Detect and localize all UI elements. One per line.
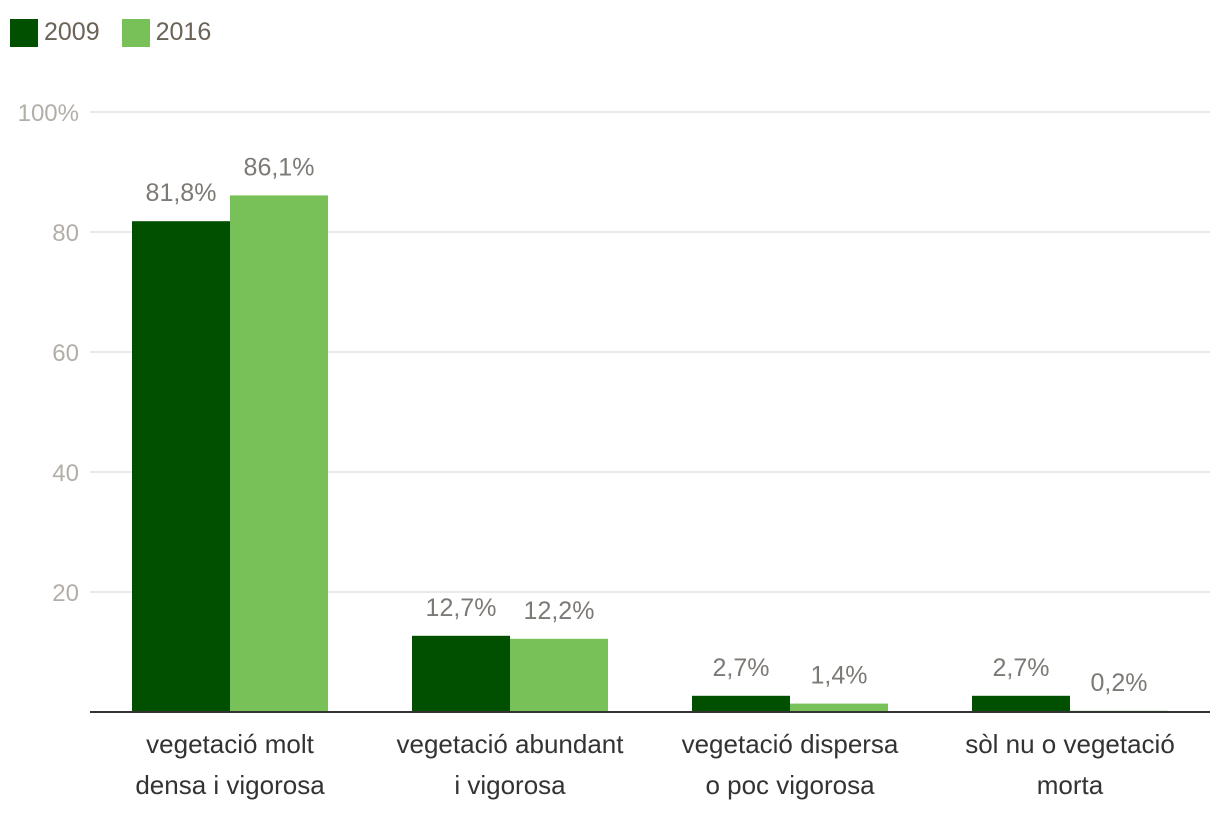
data-label: 12,2% — [524, 597, 595, 625]
y-tick-label: 20 — [52, 580, 79, 607]
x-category-label: densa i vigorosa — [135, 770, 325, 800]
x-category-label: vegetació dispersa — [682, 729, 899, 759]
data-label: 1,4% — [811, 662, 868, 690]
legend-label-2016: 2016 — [155, 18, 212, 46]
x-category-label: morta — [1037, 770, 1104, 800]
bar-2009 — [412, 635, 510, 712]
data-label: 86,1% — [244, 153, 315, 181]
data-label: 0,2% — [1091, 669, 1148, 697]
data-label: 81,8% — [146, 179, 217, 207]
x-category-label: vegetació molt — [146, 729, 314, 759]
x-category-label: sòl nu o vegetació — [965, 729, 1175, 759]
legend-swatch-2016 — [121, 18, 150, 47]
x-category-label: vegetació abundant — [397, 729, 625, 759]
legend-item-2009: 2009 — [10, 18, 100, 47]
data-label: 2,7% — [713, 654, 770, 682]
legend: 2009 2016 — [10, 18, 211, 47]
y-tick-label: 100% — [18, 100, 79, 127]
legend-swatch-2009 — [10, 18, 38, 47]
y-tick-label: 80 — [52, 220, 79, 247]
bar-2009 — [972, 695, 1070, 712]
legend-item-2016: 2016 — [121, 18, 212, 47]
x-category-label: o poc vigorosa — [705, 770, 875, 800]
bar-2016 — [510, 638, 608, 712]
y-tick-label: 60 — [52, 340, 79, 367]
bar-2009 — [692, 695, 790, 712]
legend-label-2009: 2009 — [44, 18, 100, 46]
bar-2009 — [132, 221, 230, 712]
data-label: 12,7% — [426, 594, 497, 622]
data-label: 2,7% — [993, 654, 1050, 682]
bar-2016 — [230, 195, 328, 712]
y-tick-label: 40 — [52, 460, 79, 487]
x-category-label: i vigorosa — [454, 770, 566, 800]
bar-2016 — [790, 703, 888, 712]
